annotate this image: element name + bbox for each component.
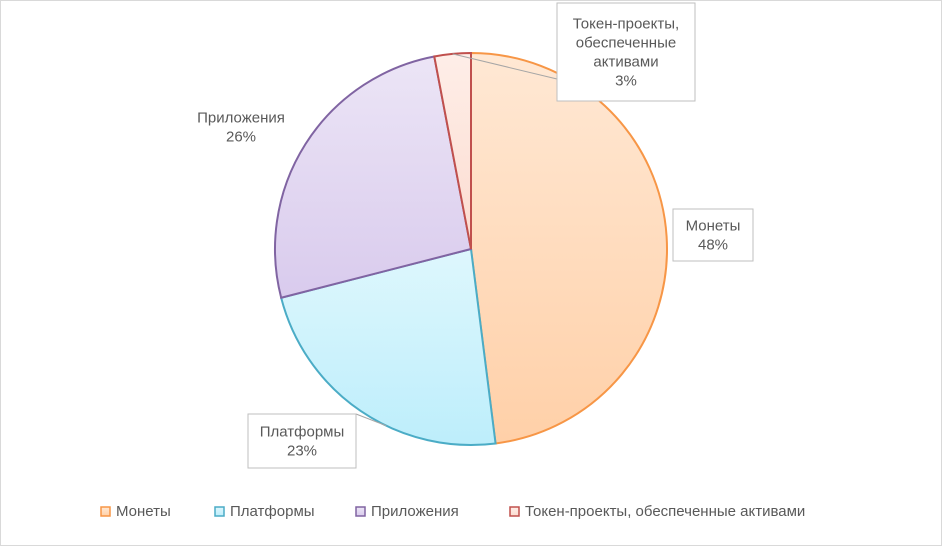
pie-slice-приложения	[274, 55, 473, 299]
data-labels: Монеты 48% Платформы 23% Приложения 26% Токен-…	[197, 2, 754, 469]
leader-lines	[355, 53, 558, 427]
legend-swatch	[509, 506, 520, 517]
legend-label: Приложения	[371, 503, 459, 520]
legend: Монеты Платформы Приложения Токен-проекты, …	[100, 503, 805, 520]
legend-label: Монеты	[116, 503, 171, 520]
data-label-box	[672, 208, 754, 262]
data-label-платформы: Платформы 23%	[247, 413, 357, 469]
data-label-line: Платформы	[260, 424, 345, 441]
data-label-приложения: Приложения 26%	[197, 110, 285, 146]
data-label-box	[247, 413, 357, 469]
data-label-line: 48%	[698, 237, 728, 254]
data-label-line: активами	[593, 54, 658, 71]
data-label-line: обеспеченные	[576, 35, 676, 52]
data-label-line: 23%	[287, 443, 317, 460]
legend-item-платформы: Платформы	[214, 503, 315, 520]
data-label-box	[556, 2, 696, 102]
data-label-line: Токен-проекты,	[573, 16, 679, 33]
pie-slice-платформы	[279, 247, 497, 446]
pie-slice-монеты	[470, 51, 668, 445]
legend-label: Платформы	[230, 503, 315, 520]
data-label-токен-проекты-обеспеченные-активами: Токен-проекты, обеспеченные активами 3%	[556, 2, 696, 102]
data-label-line: Приложения	[197, 110, 285, 127]
pie-slice-токен-проекты-обеспеченные-активами	[433, 51, 472, 250]
data-label-монеты: Монеты 48%	[672, 208, 754, 262]
leader-line-platforms	[355, 413, 387, 427]
leader-line-token	[452, 53, 558, 80]
legend-item-токен-проекты-обеспеченные-активами: Токен-проекты, обеспеченные активами	[509, 503, 805, 520]
legend-label: Токен-проекты, обеспеченные активами	[525, 503, 805, 520]
data-label-line: Монеты	[686, 218, 741, 235]
legend-swatch	[214, 506, 225, 517]
legend-item-приложения: Приложения	[355, 503, 459, 520]
data-label-line: 26%	[226, 129, 256, 146]
pie-slices	[274, 51, 668, 446]
legend-item-монеты: Монеты	[100, 503, 171, 520]
legend-swatch	[355, 506, 366, 517]
legend-swatch	[100, 506, 111, 517]
data-label-line: 3%	[615, 73, 637, 90]
